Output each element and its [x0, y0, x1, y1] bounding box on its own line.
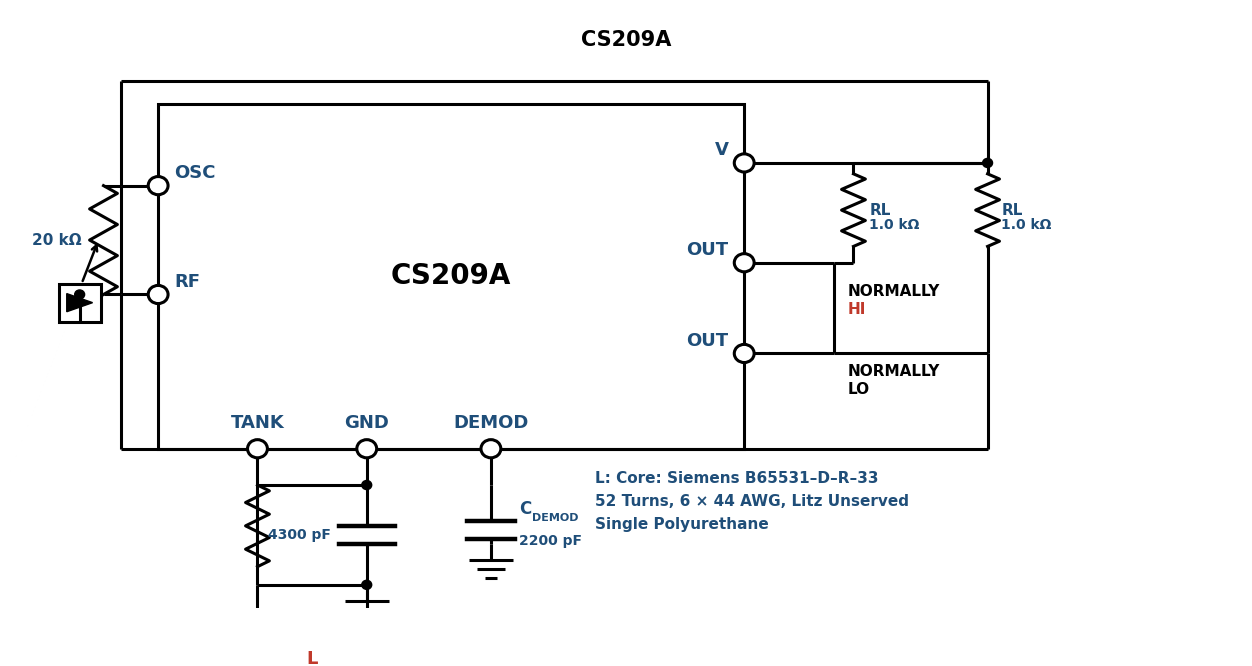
Text: 4300 pF: 4300 pF [268, 528, 331, 542]
Text: GND: GND [344, 414, 389, 432]
Text: CS209A: CS209A [391, 262, 511, 290]
Text: NORMALLY: NORMALLY [848, 284, 940, 299]
Circle shape [734, 344, 754, 362]
Text: CC: CC [736, 156, 752, 166]
Text: 52 Turns, 6 × 44 AWG, Litz Unserved: 52 Turns, 6 × 44 AWG, Litz Unserved [595, 494, 909, 509]
Bar [158, 104, 744, 449]
Text: DEMOD: DEMOD [453, 414, 528, 432]
Circle shape [481, 440, 501, 458]
Text: L: L [307, 650, 318, 666]
Text: 2200 pF: 2200 pF [518, 534, 582, 548]
Bar [59, 284, 100, 322]
Text: 2: 2 [736, 347, 744, 357]
Text: 1.0 kΩ: 1.0 kΩ [1002, 218, 1052, 232]
Text: NORMALLY: NORMALLY [848, 364, 940, 379]
Circle shape [148, 286, 168, 304]
Text: HI: HI [848, 302, 866, 318]
Text: 1.0 kΩ: 1.0 kΩ [869, 218, 920, 232]
Text: OUT: OUT [686, 241, 729, 259]
Text: OSC: OSC [174, 164, 215, 182]
Text: LO: LO [848, 382, 870, 397]
Circle shape [362, 480, 372, 490]
Text: DEMOD: DEMOD [532, 513, 578, 523]
Text: OUT: OUT [686, 332, 729, 350]
Text: 20 kΩ: 20 kΩ [33, 232, 81, 248]
Text: Single Polyurethane: Single Polyurethane [595, 517, 769, 531]
Text: TANK: TANK [230, 414, 284, 432]
Circle shape [75, 290, 85, 299]
Text: RL: RL [869, 202, 890, 218]
Circle shape [734, 254, 754, 272]
Circle shape [357, 440, 377, 458]
Circle shape [734, 154, 754, 172]
Circle shape [983, 159, 993, 167]
Text: V: V [715, 141, 729, 159]
Text: C: C [518, 500, 531, 517]
Text: RF: RF [174, 273, 200, 291]
Text: 1: 1 [736, 256, 744, 266]
Polygon shape [66, 294, 93, 312]
Circle shape [148, 176, 168, 194]
Circle shape [248, 440, 268, 458]
Text: CS209A: CS209A [581, 29, 671, 49]
Text: L: Core: Siemens B65531–D–R–33: L: Core: Siemens B65531–D–R–33 [595, 472, 879, 486]
Text: RL: RL [1002, 202, 1023, 218]
Circle shape [362, 580, 372, 589]
